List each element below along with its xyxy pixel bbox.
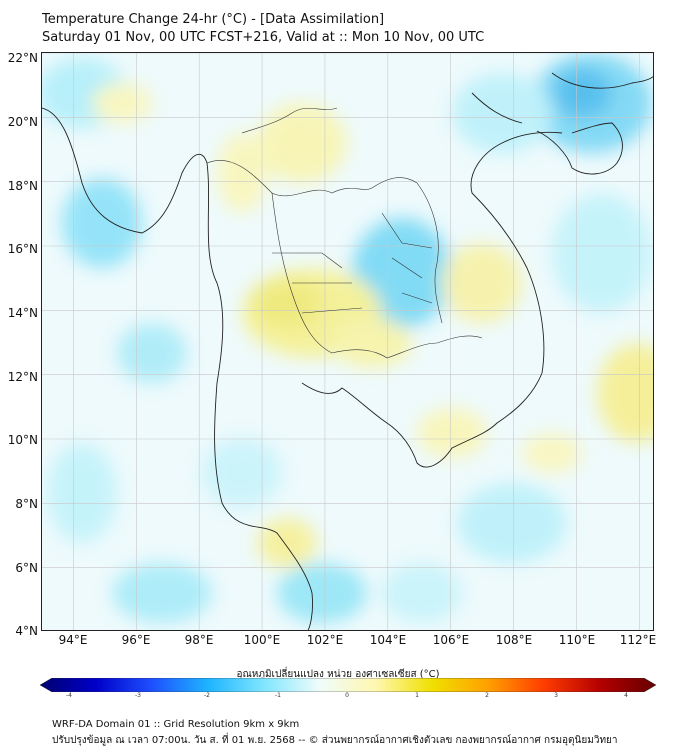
lon-tick-label: 100°E	[243, 633, 281, 647]
lon-tick-label: 96°E	[121, 633, 151, 647]
footer-line-1: WRF-DA Domain 01 :: Grid Resolution 9km …	[52, 719, 300, 730]
colorbar-tick: -3	[135, 692, 141, 699]
lat-tick-label: 10°N	[7, 433, 38, 447]
map-panel	[41, 52, 654, 631]
colorbar-tick: 0	[345, 692, 349, 699]
footer-line-2: ปรับปรุงข้อมูล ณ เวลา 07:00น. วัน ส. ที่…	[52, 735, 618, 746]
lat-tick-label: 22°N	[7, 51, 38, 65]
lat-tick-label: 14°N	[7, 306, 38, 320]
lat-tick-label: 8°N	[15, 497, 38, 511]
lon-tick-label: 110°E	[558, 633, 596, 647]
lat-tick-label: 12°N	[7, 370, 38, 384]
colorbar-tick: 2	[485, 692, 489, 699]
borders	[206, 107, 483, 359]
lat-tick-label: 18°N	[7, 179, 38, 193]
lat-tick-label: 6°N	[15, 561, 38, 575]
lat-tick-label: 20°N	[7, 115, 38, 129]
colorbar-tick: 1	[415, 692, 419, 699]
title-line-1: Temperature Change 24-hr (°C) - [Data As…	[42, 12, 385, 27]
colorbar-tick: -2	[204, 692, 210, 699]
lon-tick-label: 98°E	[184, 633, 214, 647]
lon-tick-label: 104°E	[369, 633, 407, 647]
lat-tick-label: 16°N	[7, 242, 38, 256]
lon-tick-label: 102°E	[306, 633, 344, 647]
colorbar-tick: 4	[624, 692, 628, 699]
colorbar-tick: -1	[275, 692, 281, 699]
lon-tick-label: 94°E	[58, 633, 88, 647]
colorbar	[40, 678, 656, 692]
colorbar-tick: 3	[554, 692, 558, 699]
lon-tick-label: 108°E	[495, 633, 533, 647]
lon-tick-label: 106°E	[432, 633, 470, 647]
colorbar-title: อุณหภูมิเปลี่ยนแปลง หน่วย องศาเซลเซียส (…	[236, 669, 440, 680]
coastlines	[42, 72, 653, 630]
temperature-change-map	[42, 53, 653, 630]
colorbar-tick: -4	[66, 692, 72, 699]
lat-tick-label: 4°N	[15, 624, 38, 638]
title-line-2: Saturday 01 Nov, 00 UTC FCST+216, Valid …	[42, 30, 485, 45]
lon-tick-label: 112°E	[619, 633, 657, 647]
